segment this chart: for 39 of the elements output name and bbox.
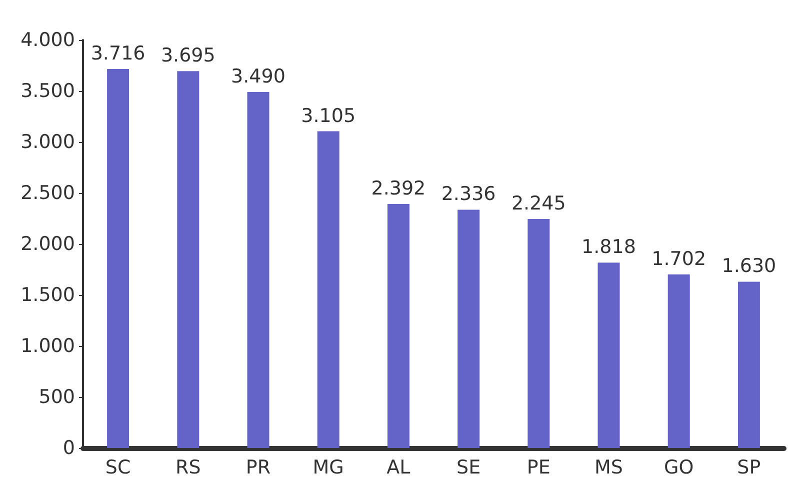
data-label: 1.702: [652, 248, 706, 270]
x-tick-label: MS: [594, 456, 623, 478]
y-tick-label: 3.000: [20, 131, 75, 153]
y-tick-label: 0: [62, 437, 75, 459]
data-label: 1.630: [722, 255, 776, 278]
data-label: 3.716: [90, 42, 146, 64]
y-tick-label: 1.500: [20, 284, 75, 306]
x-tick-label: GO: [664, 456, 694, 478]
data-label: 2.336: [441, 183, 496, 206]
bar: [387, 204, 410, 448]
y-tick-label: 1.000: [20, 335, 75, 357]
y-tick-label: 2.000: [20, 233, 75, 255]
x-tick-label: MG: [312, 456, 344, 478]
y-tick-label: 4.000: [20, 29, 75, 51]
bar: [107, 68, 130, 448]
x-tick-label: AL: [386, 456, 411, 478]
data-label: 3.105: [301, 104, 356, 127]
bar: [668, 274, 690, 448]
bar: [528, 219, 550, 448]
bar: [738, 282, 760, 448]
x-tick-label: SE: [456, 456, 481, 478]
data-label: 3.490: [231, 66, 286, 88]
bar: [317, 131, 340, 448]
data-label: 1.818: [582, 236, 636, 258]
data-label: 3.695: [160, 44, 216, 67]
bar: [177, 71, 200, 448]
x-tick-label: PR: [246, 456, 271, 478]
x-tick-label: SP: [737, 456, 761, 478]
data-label: 2.245: [511, 192, 566, 215]
x-tick-label: RS: [176, 456, 201, 478]
y-tick-label: 2.500: [20, 182, 75, 204]
bar: [598, 262, 620, 448]
y-tick-label: 500: [38, 386, 75, 408]
bar: [247, 92, 270, 448]
x-tick-label: SC: [105, 456, 131, 478]
bar: [458, 210, 480, 448]
y-tick-label: 3.500: [20, 80, 75, 102]
data-label: 2.392: [371, 178, 426, 200]
x-tick-label: PE: [526, 456, 550, 478]
